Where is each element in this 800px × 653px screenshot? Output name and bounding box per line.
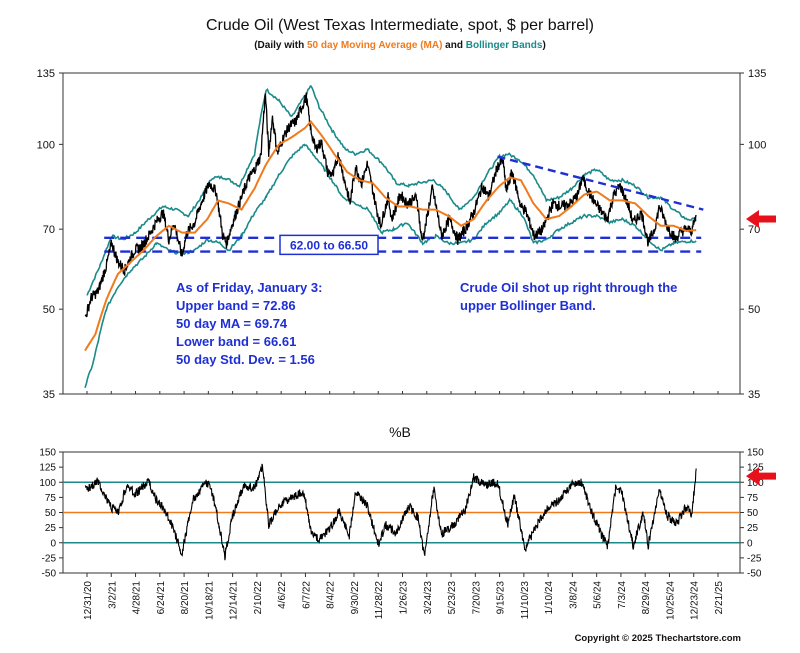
right-annotation-line-1: Crude Oil shot up right through the	[460, 280, 677, 295]
xtick-label: 10/25/24	[665, 581, 676, 620]
price-ytick-label-left: 35	[43, 389, 55, 401]
xtick-label: 8/29/24	[641, 581, 652, 615]
xtick-label: 11/10/23	[520, 581, 531, 620]
right-annotation-line-2: upper Bollinger Band.	[460, 298, 596, 313]
pb-ytick-label-left: 75	[45, 493, 57, 504]
xtick-label: 8/4/22	[326, 581, 337, 609]
xtick-label: 1/10/24	[544, 581, 555, 615]
xtick-label: 4/6/22	[277, 581, 288, 609]
pb-ytick-label-left: 150	[39, 448, 56, 459]
price-ytick-label-left: 50	[43, 304, 55, 316]
pb-ytick-label-left: 0	[50, 538, 56, 549]
pb-ytick-label-right: 50	[747, 508, 759, 519]
range-box	[279, 234, 379, 256]
x-axis: 12/31/20 3/2/21 4/28/21 6/24/21 8/20/21 10/18…	[83, 391, 725, 620]
price-ytick-label-left: 70	[43, 224, 55, 236]
percent-b-panel: %B -50 -50 -25 -25 0 0 25 25 50 50 75 75 100 100 125 125…	[39, 424, 776, 580]
left-annotation-line-1: As of Friday, January 3:	[176, 280, 322, 295]
xtick-label: 7/20/23	[471, 581, 482, 615]
xtick-label: 9/30/22	[350, 581, 361, 615]
pb-ytick-label-left: -25	[42, 553, 57, 564]
pb-ytick-label-left: 50	[45, 508, 57, 519]
xtick-label: 2/10/22	[253, 581, 264, 615]
pb-ytick-label-right: 0	[747, 538, 753, 549]
pb-ytick-label-right: 100	[747, 478, 764, 489]
xtick-label: 8/20/21	[180, 581, 191, 615]
price-ytick-label-left: 135	[37, 68, 55, 80]
moving-average-line	[84, 120, 697, 352]
xtick-label: 3/24/23	[423, 581, 434, 615]
price-ytick-label-left: 100	[37, 139, 55, 151]
percent-b-arrow-icon	[746, 467, 776, 486]
price-ytick-label-right: 50	[748, 304, 760, 316]
price-series-line	[84, 92, 697, 318]
subtitle-part-3: )	[542, 40, 545, 51]
left-annotation-line-3: 50 day MA = 69.74	[176, 316, 288, 331]
xtick-label: 3/8/24	[568, 581, 579, 609]
pb-ytick-label-left: 25	[45, 523, 57, 534]
price-arrow-icon	[746, 209, 776, 228]
price-ytick-label-right: 135	[748, 68, 766, 80]
xtick-label: 10/18/21	[204, 581, 215, 620]
subtitle-part-1: (Daily with	[254, 40, 307, 51]
price-ytick-label-right: 70	[748, 224, 760, 236]
subtitle-ma-label: 50 day Moving Average (MA)	[307, 40, 442, 51]
upper-bollinger-band-line	[86, 85, 697, 296]
subtitle-bb-label: Bollinger Bands	[466, 40, 543, 51]
pb-ytick-label-right: 25	[747, 523, 759, 534]
xtick-label: 12/14/21	[229, 581, 240, 620]
xtick-label: 3/2/21	[107, 581, 118, 609]
pb-ytick-label-right: 150	[747, 448, 764, 459]
pb-ytick-label-left: -50	[42, 569, 57, 580]
pb-ytick-label-right: 125	[747, 463, 764, 474]
left-annotation-line-2: Upper band = 72.86	[176, 298, 296, 313]
pb-ytick-label-left: 125	[39, 463, 56, 474]
xtick-label: 9/15/23	[496, 581, 507, 615]
subtitle-part-2: and	[442, 40, 465, 51]
xtick-label: 5/23/23	[447, 581, 458, 615]
price-ytick-label-right: 35	[748, 389, 760, 401]
pb-ytick-label-right: 75	[747, 493, 759, 504]
xtick-label: 6/24/21	[156, 581, 167, 615]
xtick-label: 12/23/24	[690, 581, 701, 620]
range-box-label: 62.00 to 66.50	[290, 238, 368, 252]
percent-b-series-line	[84, 463, 697, 561]
resistance-trendline	[497, 155, 704, 211]
xtick-label: 7/3/24	[617, 581, 628, 609]
pb-ytick-label-left: 100	[39, 478, 56, 489]
chart-subtitle: (Daily with 50 day Moving Average (MA) a…	[254, 40, 546, 51]
price-panel: 35 35 50 50 70 70 100 100 135 135 62.00 to 66.50 As…	[37, 68, 776, 401]
price-plot-frame	[62, 72, 741, 395]
price-ytick-label-right: 100	[748, 139, 766, 151]
left-annotation-line-5: 50 day Std. Dev. = 1.56	[176, 352, 315, 367]
left-annotation-line-4: Lower band = 66.61	[176, 334, 296, 349]
pb-ytick-label-right: -50	[747, 569, 762, 580]
xtick-label: 12/31/20	[83, 581, 94, 620]
pb-ytick-label-right: -25	[747, 553, 762, 564]
xtick-label: 2/21/25	[714, 581, 725, 615]
percent-b-title: %B	[389, 424, 411, 440]
xtick-label: 5/6/24	[593, 581, 604, 609]
xtick-label: 1/26/23	[399, 581, 410, 615]
chart-title: Crude Oil (West Texas Intermediate, spot…	[206, 17, 594, 34]
copyright-text: Copyright © 2025 Thechartstore.com	[575, 633, 741, 644]
xtick-label: 6/7/22	[301, 581, 312, 609]
xtick-label: 11/28/22	[374, 581, 385, 620]
xtick-label: 4/28/21	[132, 581, 143, 615]
